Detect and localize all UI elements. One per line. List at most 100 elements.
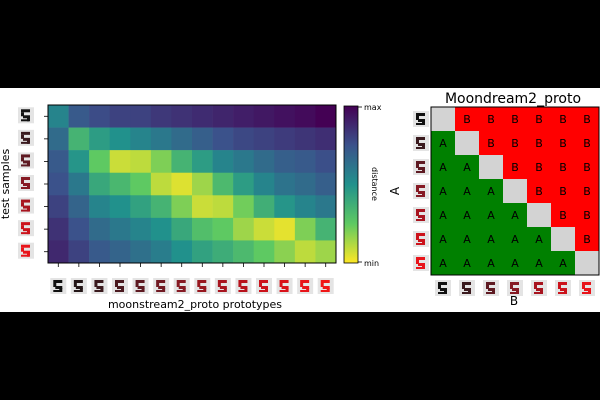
matrix-cell bbox=[551, 131, 575, 155]
matrix-cell-label: A bbox=[487, 257, 495, 270]
matrix-cell bbox=[479, 107, 503, 131]
heatmap-cell bbox=[130, 195, 152, 219]
heatmap-cell bbox=[315, 240, 337, 264]
matrix-cell bbox=[575, 203, 599, 227]
heatmap-cell bbox=[274, 127, 296, 151]
prototype-thumbnail bbox=[132, 278, 149, 294]
matrix-diagonal-cell bbox=[431, 107, 455, 131]
heatmap-cell bbox=[192, 240, 213, 264]
heatmap-cell bbox=[150, 127, 172, 151]
matrix-diagonal-cell bbox=[455, 131, 479, 155]
heatmap-cell bbox=[274, 150, 296, 174]
heatmap-cell bbox=[89, 217, 111, 241]
matrix-cell-label: A bbox=[439, 161, 447, 174]
heatmap-x-axis-label: moonstream2_proto prototypes bbox=[108, 298, 282, 311]
heatmap-cell bbox=[89, 240, 111, 264]
matrix-cells: B B B B B BA B B B B BA A B B B BA A A B B BA A A A B BA A A A A BA A A A… bbox=[431, 107, 599, 275]
prototype-thumbnail bbox=[112, 278, 128, 294]
prototype-thumbnail bbox=[276, 278, 293, 294]
heatmap-cell bbox=[192, 105, 213, 128]
matrix-cell bbox=[503, 107, 527, 131]
heatmap-cell bbox=[212, 217, 234, 241]
matrix-cell bbox=[551, 155, 575, 179]
heatmap-cell bbox=[68, 105, 90, 128]
matrix-cell-label: A bbox=[439, 257, 447, 270]
heatmap-cell bbox=[89, 195, 111, 219]
matrix-cell bbox=[575, 227, 599, 251]
heatmap-cell bbox=[68, 127, 90, 151]
matrix-row-thumbnail bbox=[413, 111, 429, 127]
matrix-cell bbox=[503, 251, 527, 275]
matrix-row-thumbnails bbox=[413, 111, 429, 271]
matrix-column-thumbnail bbox=[459, 280, 475, 296]
matrix-cell-label: B bbox=[583, 113, 591, 126]
heatmap-cell bbox=[315, 127, 337, 151]
top-letterbox-band bbox=[0, 0, 600, 88]
heatmap-y-ticks bbox=[44, 115, 48, 253]
prototype-thumbnails bbox=[50, 278, 334, 294]
matrix-cell bbox=[455, 107, 479, 131]
heatmap-cell bbox=[253, 127, 275, 151]
matrix-cell bbox=[479, 203, 503, 227]
heatmap-cell bbox=[89, 105, 111, 128]
matrix-cell bbox=[575, 155, 599, 179]
matrix-cell-label: A bbox=[463, 233, 471, 246]
heatmap-cell bbox=[109, 127, 131, 151]
heatmap-cell bbox=[48, 172, 69, 196]
matrix-cell-label: B bbox=[583, 233, 591, 246]
heatmap-cell bbox=[212, 127, 234, 151]
test-sample-thumbnail bbox=[18, 175, 34, 191]
test-sample-thumbnails bbox=[18, 107, 34, 259]
prototype-thumbnail bbox=[256, 278, 272, 294]
heatmap-cell bbox=[89, 150, 111, 174]
heatmap-cell bbox=[68, 217, 90, 241]
matrix-cell-label: A bbox=[559, 257, 567, 270]
matrix-cell-label: A bbox=[463, 185, 471, 198]
heatmap-cell bbox=[109, 172, 131, 196]
heatmap-cell bbox=[315, 150, 337, 174]
matrix-cell-label: B bbox=[559, 161, 567, 174]
matrix-column-thumbnail bbox=[555, 280, 571, 296]
prototype-thumbnail bbox=[91, 278, 108, 294]
matrix-cell-label: A bbox=[463, 161, 471, 174]
matrix-cell-label: B bbox=[559, 185, 567, 198]
heatmap-cell bbox=[294, 105, 316, 128]
matrix-cell-label: A bbox=[439, 185, 447, 198]
matrix-cell-label: B bbox=[463, 113, 471, 126]
heatmap-cell bbox=[171, 127, 193, 151]
heatmap-cell bbox=[48, 217, 69, 241]
matrix-cell bbox=[503, 227, 527, 251]
prototype-thumbnail bbox=[173, 278, 190, 294]
heatmap-cell bbox=[294, 217, 316, 241]
colorbar-max-label: max bbox=[364, 103, 382, 112]
matrix-cell bbox=[503, 155, 527, 179]
matrix-cell-label: B bbox=[583, 185, 591, 198]
heatmap-cell bbox=[274, 240, 296, 264]
matrix-cell bbox=[431, 131, 455, 155]
matrix-cell bbox=[455, 179, 479, 203]
heatmap-cell bbox=[109, 150, 131, 174]
heatmap-cell bbox=[150, 195, 172, 219]
heatmap-cell bbox=[315, 195, 337, 219]
heatmap-cell bbox=[233, 105, 255, 128]
colorbar-gradient bbox=[343, 105, 359, 264]
matrix-cell bbox=[431, 155, 455, 179]
matrix-cell-label: B bbox=[511, 137, 519, 150]
heatmap-cell bbox=[109, 240, 131, 264]
heatmap-cell bbox=[294, 240, 316, 264]
matrix-cell bbox=[575, 179, 599, 203]
heatmap-cell bbox=[171, 240, 193, 264]
test-sample-thumbnail bbox=[18, 152, 34, 169]
heatmap-cell bbox=[233, 195, 255, 219]
matrix-cell-label: B bbox=[535, 161, 543, 174]
matrix-cell-label: A bbox=[511, 233, 519, 246]
prototype-thumbnail bbox=[194, 278, 211, 294]
heatmap-cell bbox=[253, 172, 275, 196]
prototype-thumbnail bbox=[153, 278, 170, 294]
heatmap-cell bbox=[253, 105, 275, 128]
heatmap-cell bbox=[150, 172, 172, 196]
matrix-diagonal-cell bbox=[527, 203, 551, 227]
heatmap-cell bbox=[150, 150, 172, 174]
heatmap-cell bbox=[315, 105, 337, 128]
heatmap-cell bbox=[253, 195, 275, 219]
